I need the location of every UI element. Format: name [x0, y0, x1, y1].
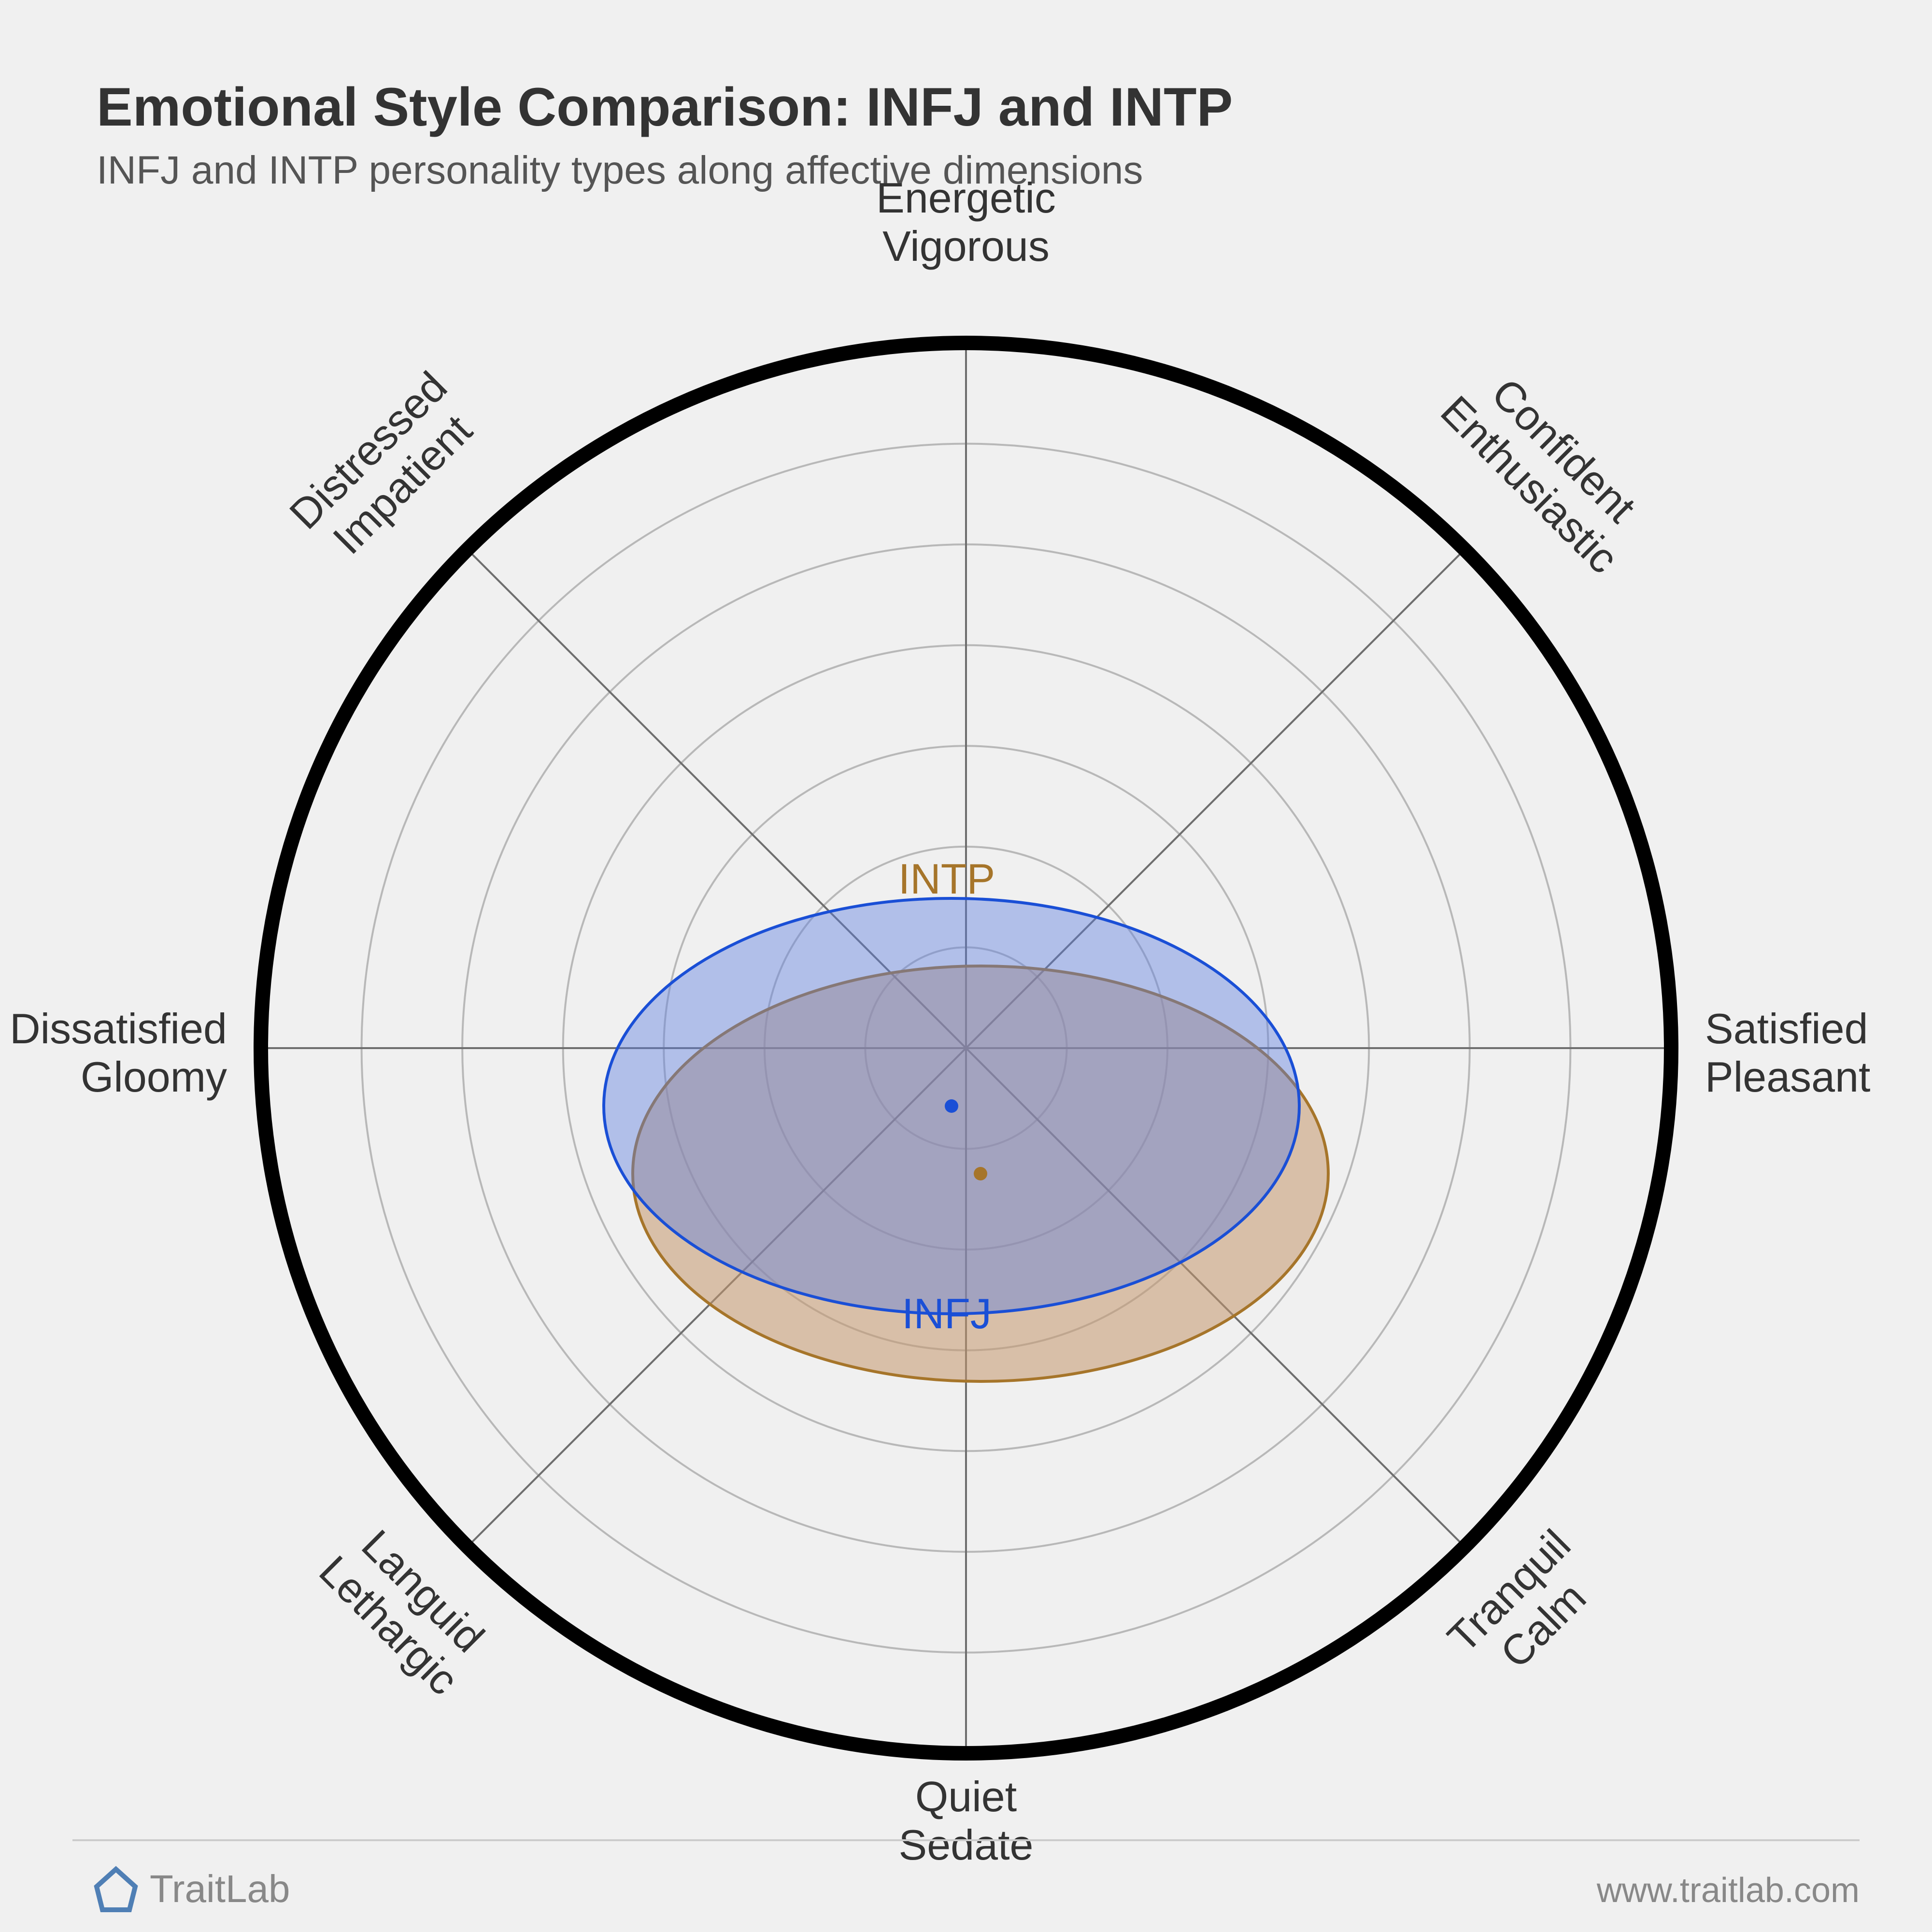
axis-label: SatisfiedPleasant — [1705, 1005, 1870, 1101]
axis-label: QuietSedate — [899, 1773, 1034, 1869]
axis-label-line: Energetic — [876, 174, 1056, 222]
footer-url-label: www.traitlab.com — [1596, 1871, 1860, 1910]
series-label-infj: INFJ — [902, 1290, 992, 1337]
footer-brand-label: TraitLab — [150, 1867, 290, 1910]
radar-chart-svg: Emotional Style Comparison: INFJ and INT… — [0, 0, 1932, 1932]
series-label-intp: INTP — [898, 855, 995, 903]
center-dot-intp — [945, 1099, 958, 1113]
axis-label-line: Gloomy — [81, 1053, 227, 1101]
chart-title: Emotional Style Comparison: INFJ and INT… — [97, 77, 1233, 137]
center-dot-infj — [974, 1167, 987, 1180]
axis-label-line: Dissatisfied — [10, 1005, 227, 1052]
axis-label-line: Sedate — [899, 1821, 1034, 1869]
chart-container: Emotional Style Comparison: INFJ and INT… — [0, 0, 1932, 1932]
axis-label: EnergeticVigorous — [876, 174, 1056, 270]
axis-label-line: Vigorous — [882, 222, 1050, 270]
axis-label-line: Quiet — [915, 1773, 1017, 1820]
axis-label-line: Satisfied — [1705, 1005, 1868, 1052]
axis-label-line: Pleasant — [1705, 1053, 1870, 1101]
